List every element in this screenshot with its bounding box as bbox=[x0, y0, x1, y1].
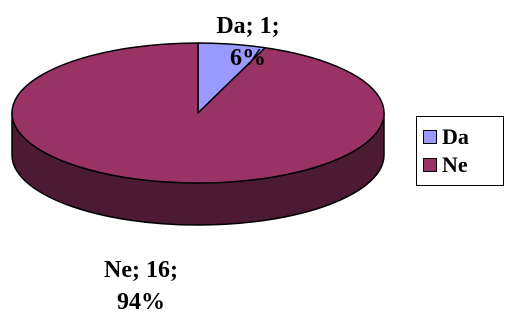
data-label-ne: Ne; 16; 94% bbox=[66, 254, 216, 318]
legend-label-da: Da bbox=[442, 124, 469, 149]
legend-item-da: Da bbox=[423, 125, 469, 149]
data-label-ne-line1: Ne; 16; bbox=[104, 257, 178, 283]
data-label-da-line2: 6% bbox=[230, 45, 266, 71]
data-label-ne-line2: 94% bbox=[117, 289, 165, 315]
legend-swatch-ne bbox=[423, 158, 437, 172]
legend-swatch-da bbox=[423, 130, 437, 144]
legend-item-ne: Ne bbox=[423, 153, 468, 177]
legend-label-ne: Ne bbox=[442, 152, 468, 177]
legend: Da Ne bbox=[416, 116, 504, 186]
data-label-da: Da; 1; 6% bbox=[198, 10, 298, 74]
data-label-da-line1: Da; 1; bbox=[216, 13, 280, 39]
pie-slice-ne bbox=[11, 42, 385, 184]
